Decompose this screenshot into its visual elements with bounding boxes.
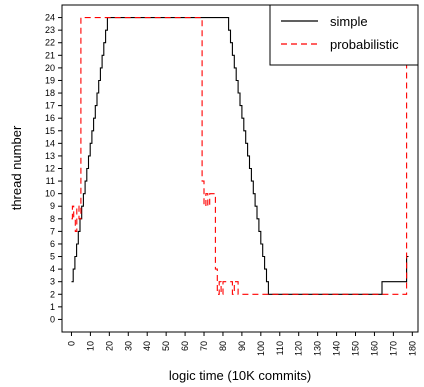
y-tick-label: 17	[45, 101, 55, 111]
y-tick-label: 16	[45, 113, 55, 123]
legend-box	[269, 4, 419, 66]
y-tick-label: 19	[45, 75, 55, 85]
y-tick-label: 4	[50, 264, 55, 274]
x-tick-label: 130	[313, 341, 323, 356]
x-tick-label: 120	[294, 341, 304, 356]
series-line-probabilistic	[71, 17, 408, 295]
y-tick-label: 7	[50, 226, 55, 236]
y-tick-label: 10	[45, 189, 55, 199]
y-tick-label: 2	[50, 289, 55, 299]
x-tick-label: 160	[369, 341, 379, 356]
x-tick-label: 70	[199, 341, 209, 351]
x-axis-title: logic time (10K commits)	[169, 368, 311, 383]
x-tick-label: 20	[104, 341, 114, 351]
y-tick-label: 5	[50, 252, 55, 262]
x-tick-label: 60	[180, 341, 190, 351]
y-tick-label: 0	[50, 314, 55, 324]
x-tick-label: 90	[237, 341, 247, 351]
x-tick-label: 30	[123, 341, 133, 351]
y-tick-label: 12	[45, 164, 55, 174]
x-tick-label: 150	[351, 341, 361, 356]
legend-simple-label: simple	[330, 14, 368, 29]
y-tick-label: 22	[45, 38, 55, 48]
y-tick-label: 3	[50, 277, 55, 287]
x-tick-label: 100	[256, 341, 266, 356]
legend: simple probabilistic	[269, 4, 419, 66]
y-axis-title: thread number	[9, 125, 24, 210]
x-tick-label: 10	[85, 341, 95, 351]
x-axis: 0 10 20 30 40 50 60 70 80 90 100 110 120 130 140 150 160…	[66, 332, 417, 356]
y-tick-label: 13	[45, 151, 55, 161]
y-tick-label: 18	[45, 88, 55, 98]
y-tick-label: 9	[50, 201, 55, 211]
y-tick-label: 20	[45, 63, 55, 73]
legend-probabilistic-label: probabilistic	[330, 37, 399, 52]
x-tick-label: 170	[388, 341, 398, 356]
series-layer	[71, 17, 409, 295]
y-tick-label: 6	[50, 239, 55, 249]
y-tick-label: 11	[46, 176, 55, 186]
x-tick-label: 140	[332, 341, 342, 356]
x-tick-label: 50	[161, 341, 171, 351]
x-tick-label: 40	[142, 341, 152, 351]
x-tick-label: 80	[218, 341, 228, 351]
x-tick-label: 180	[407, 341, 417, 356]
y-tick-label: 23	[45, 25, 55, 35]
y-tick-label: 14	[45, 138, 55, 148]
y-tick-label: 1	[50, 302, 55, 312]
series-line-simple	[71, 17, 409, 295]
y-tick-label: 21	[45, 50, 55, 60]
x-tick-label: 0	[66, 341, 76, 346]
x-tick-label: 110	[275, 341, 285, 355]
y-tick-label: 15	[45, 126, 55, 136]
y-tick-label: 8	[50, 214, 55, 224]
y-tick-label: 24	[45, 13, 55, 23]
